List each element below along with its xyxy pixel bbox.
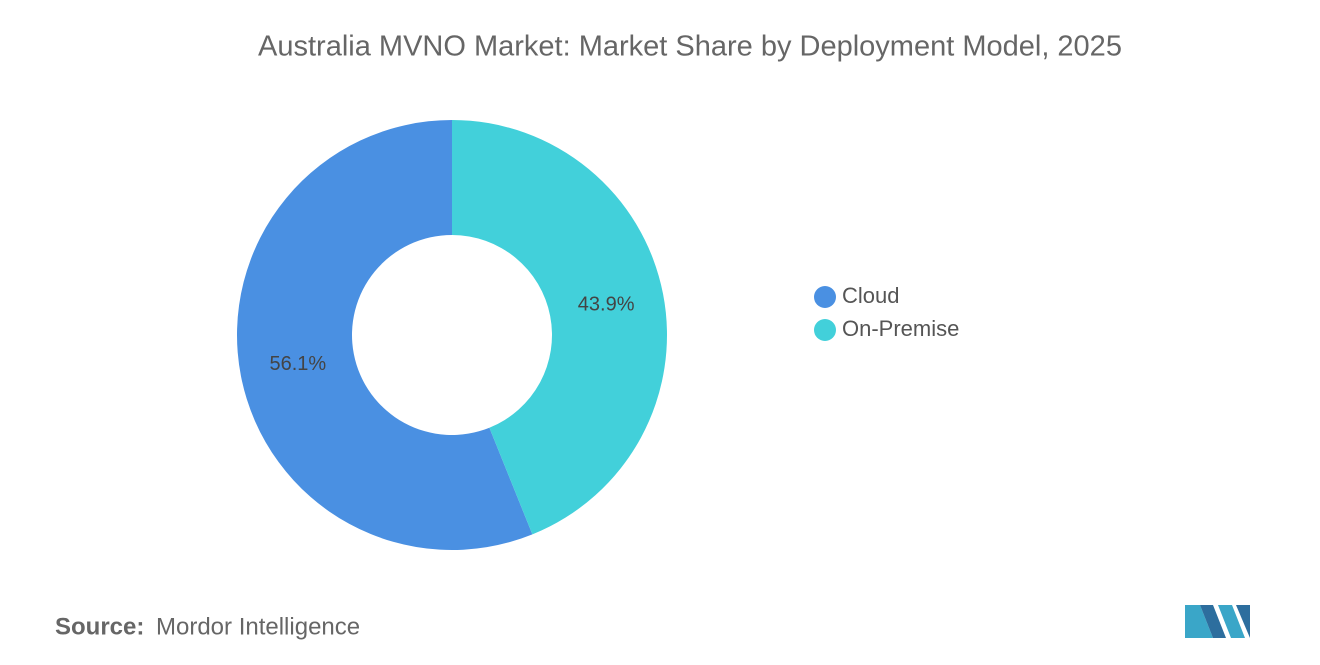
donut-slice: [236, 120, 533, 550]
data-label: 43.9%: [578, 293, 635, 315]
source-label: Source:: [55, 613, 144, 640]
legend-marker: [814, 286, 836, 308]
chart-title: Australia MVNO Market: Market Share by D…: [258, 31, 1122, 63]
legend-label: Cloud: [842, 283, 899, 308]
legend-label: On-Premise: [842, 316, 959, 341]
donut-slice: [452, 120, 667, 535]
data-label: 56.1%: [270, 353, 327, 375]
logo: [1185, 605, 1250, 638]
source: Mordor Intelligence: [156, 613, 360, 640]
legend-marker: [814, 319, 836, 341]
